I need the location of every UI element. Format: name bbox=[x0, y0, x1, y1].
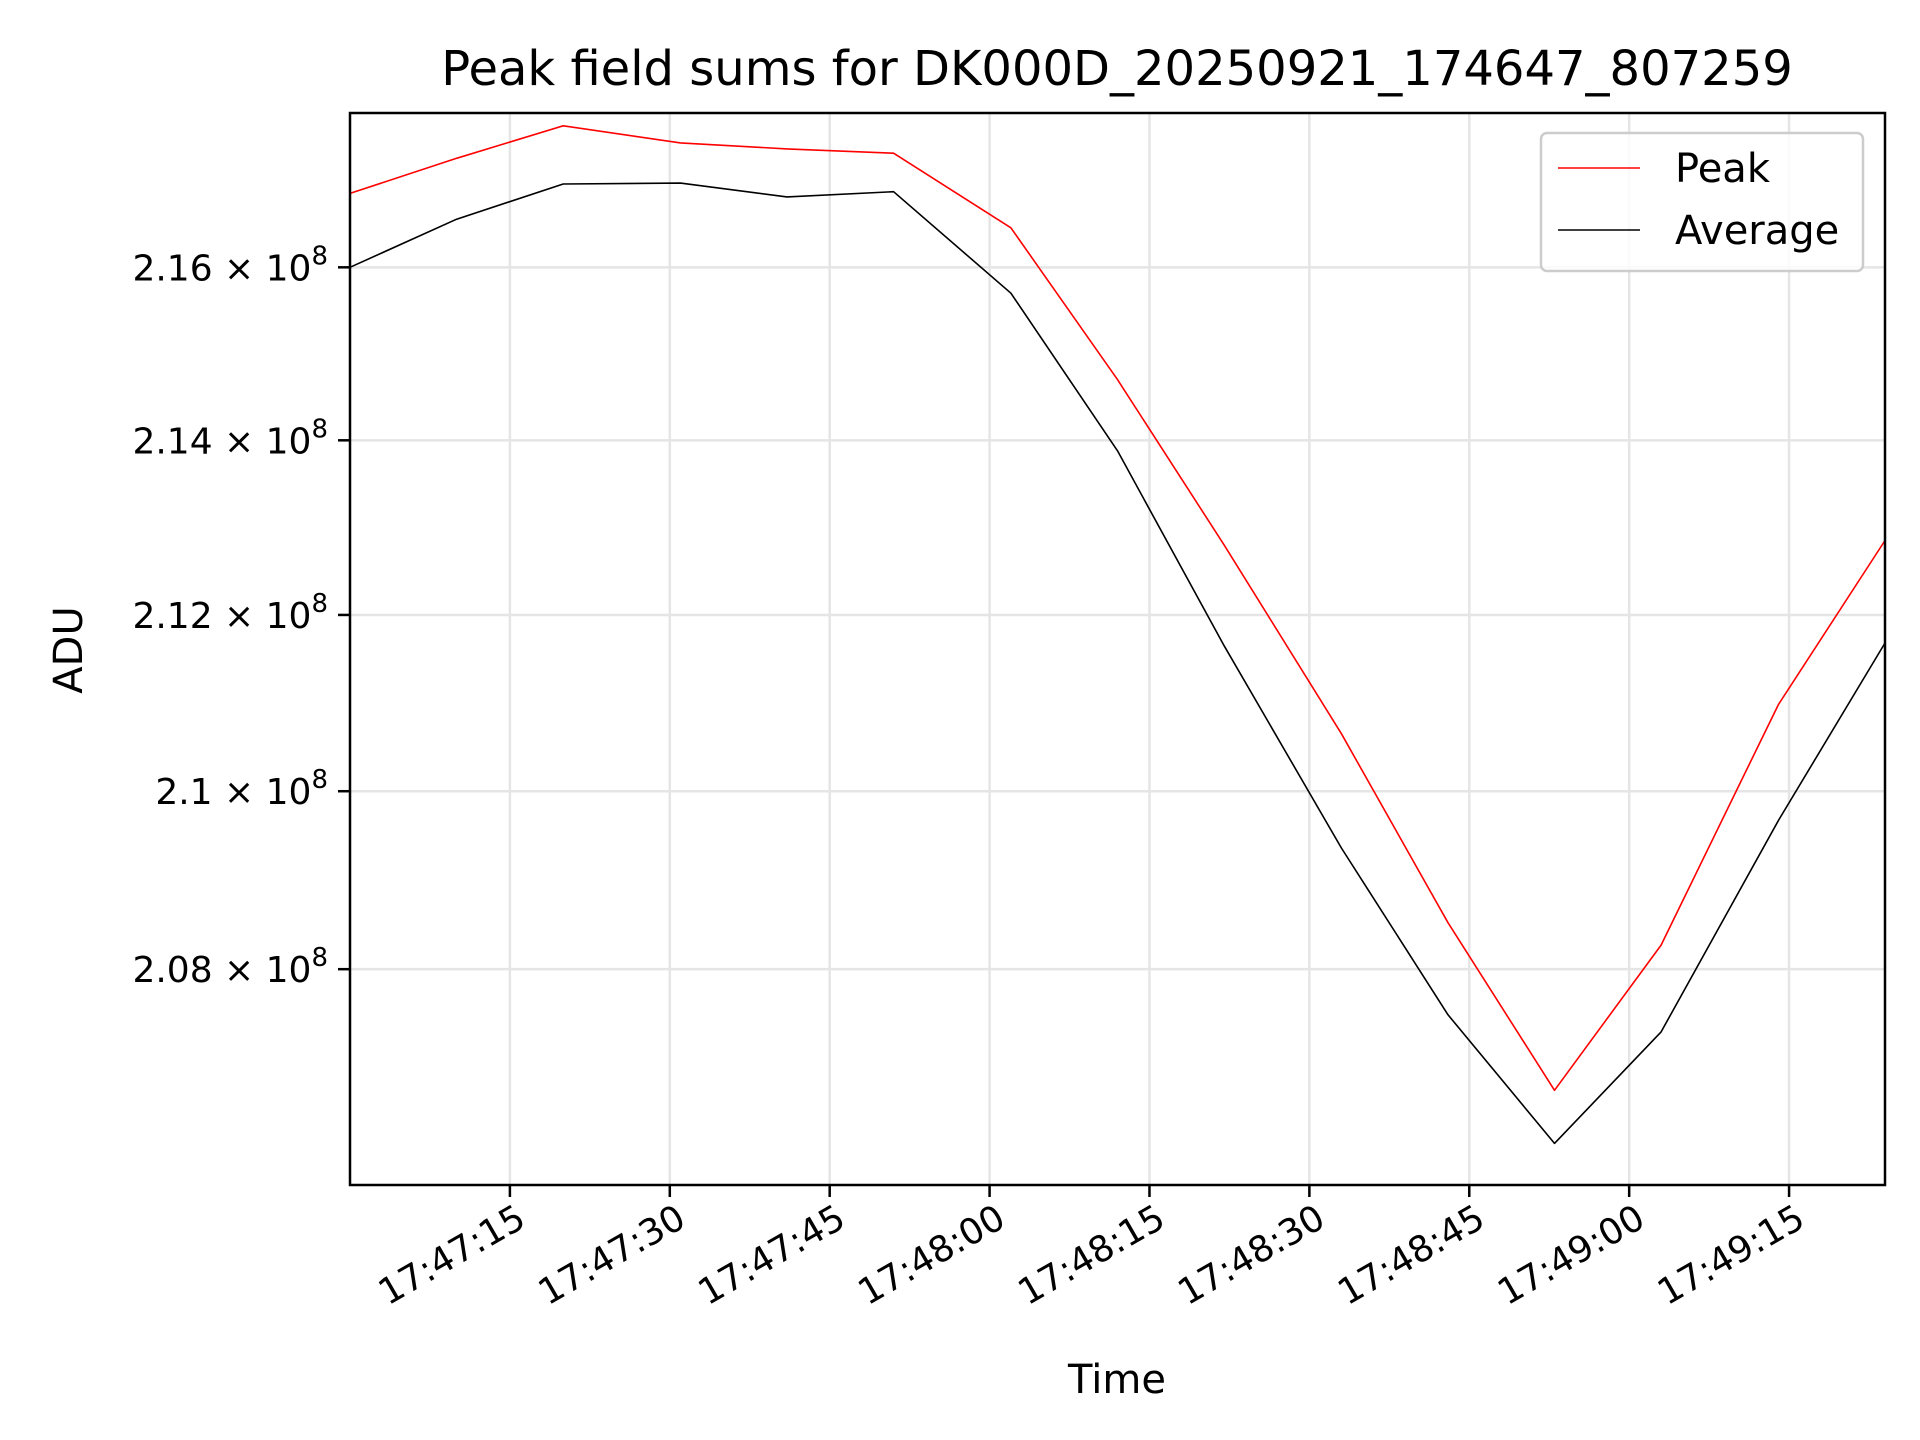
y-tick-label: 2.08 × 108 bbox=[132, 943, 328, 991]
chart-title: Peak field sums for DK000D_20250921_1746… bbox=[441, 41, 1793, 97]
gridlines bbox=[350, 113, 1885, 1185]
plot-area-background bbox=[350, 113, 1885, 1185]
series-lines bbox=[349, 125, 1886, 1145]
series-line-average bbox=[349, 182, 1886, 1145]
series-line-peak bbox=[349, 125, 1886, 1092]
plot-frame bbox=[348, 111, 1887, 1187]
y-tick-label: 2.16 × 108 bbox=[132, 241, 328, 289]
legend-label-average: Average bbox=[1675, 208, 1839, 254]
y-tick-label: 2.14 × 108 bbox=[132, 414, 328, 462]
x-axis-label: Time bbox=[1067, 1357, 1166, 1403]
legend: Peak Average bbox=[1539, 131, 1865, 273]
y-tick-label: 2.12 × 108 bbox=[132, 589, 328, 637]
y-axis-label: ADU bbox=[46, 606, 92, 693]
y-axis-ticks: 2.08 × 108 2.1 × 108 2.12 × 108 2.14 × 108 2… bbox=[132, 241, 350, 991]
y-tick-label: 2.1 × 108 bbox=[155, 765, 328, 813]
legend-label-peak: Peak bbox=[1675, 146, 1771, 192]
